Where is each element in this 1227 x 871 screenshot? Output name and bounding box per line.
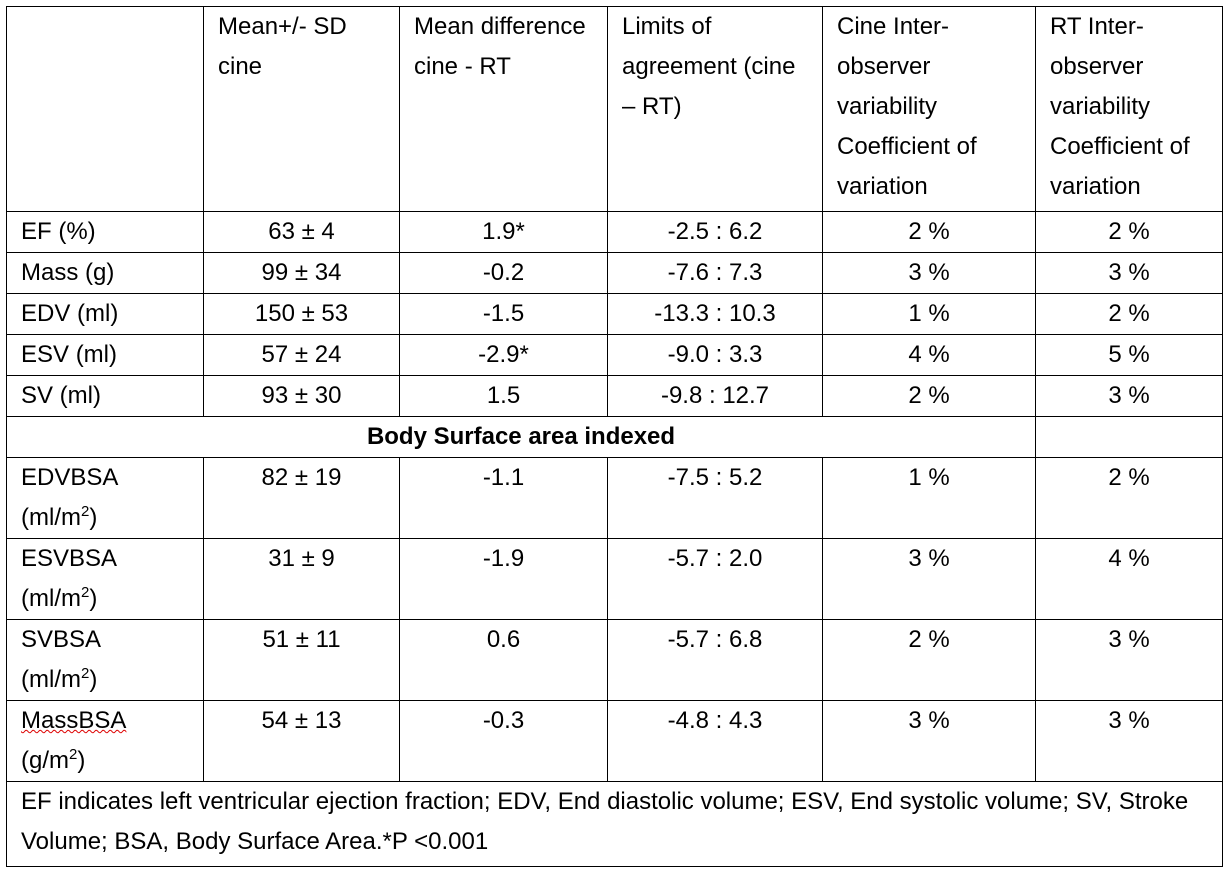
value-cell: 2 % [1035, 293, 1223, 335]
value-cell: -5.7 : 2.0 [607, 538, 823, 620]
value-cell: -1.1 [399, 457, 608, 539]
value-cell: 57 ± 24 [203, 334, 400, 376]
value-cell: 3 % [1035, 619, 1223, 701]
value-cell: -2.9* [399, 334, 608, 376]
data-row: EDV (ml) 150 ± 53 -1.5 -13.3 : 10.3 1 % 2 % [6, 293, 1223, 335]
value-cell: -0.2 [399, 252, 608, 294]
header-row: Mean+/- SD cine Mean difference cine - RT… [6, 6, 1223, 212]
section-label: Body Surface area indexed [6, 416, 1036, 458]
data-row: Mass (g) 99 ± 34 -0.2 -7.6 : 7.3 3 % 3 % [6, 252, 1223, 294]
data-row: ESVBSA (ml/m2) 31 ± 9 -1.9 -5.7 : 2.0 3 % 4 % [6, 538, 1223, 620]
row-label: EDVBSA (ml/m2) [6, 457, 204, 539]
value-cell: 5 % [1035, 334, 1223, 376]
value-cell: -7.5 : 5.2 [607, 457, 823, 539]
label-sup: 2 [69, 746, 78, 763]
row-label: SVBSA (ml/m2) [6, 619, 204, 701]
data-row: ESV (ml) 57 ± 24 -2.9* -9.0 : 3.3 4 % 5 % [6, 334, 1223, 376]
value-cell: 1 % [822, 457, 1036, 539]
empty-cell [1035, 416, 1223, 458]
value-cell: 2 % [1035, 211, 1223, 253]
value-cell: -13.3 : 10.3 [607, 293, 823, 335]
data-row: EF (%) 63 ± 4 1.9* -2.5 : 6.2 2 % 2 % [6, 211, 1223, 253]
section-row: Body Surface area indexed [6, 416, 1223, 458]
label-close: ) [89, 585, 98, 612]
header-cell: Mean+/- SD cine [203, 6, 400, 212]
label-name: SVBSA [21, 626, 102, 653]
value-cell: 4 % [1035, 538, 1223, 620]
value-cell: 99 ± 34 [203, 252, 400, 294]
header-cell: Cine Inter-observer variability Coeffici… [822, 6, 1036, 212]
footnote: EF indicates left ventricular ejection f… [6, 781, 1223, 867]
label-name: MassBSA [21, 707, 127, 734]
value-cell: 4 % [822, 334, 1036, 376]
value-cell: 51 ± 11 [203, 619, 400, 701]
table-body: Mean+/- SD cine Mean difference cine - RT… [6, 6, 1223, 867]
header-cell [6, 6, 204, 212]
row-label: ESVBSA (ml/m2) [6, 538, 204, 620]
label-unit: (ml/m [21, 585, 81, 612]
data-row: EDVBSA (ml/m2) 82 ± 19 -1.1 -7.5 : 5.2 1 % 2 % [6, 457, 1223, 539]
value-cell: -5.7 : 6.8 [607, 619, 823, 701]
row-label: SV (ml) [6, 375, 204, 417]
value-cell: 1.9* [399, 211, 608, 253]
value-cell: -1.5 [399, 293, 608, 335]
value-cell: 1.5 [399, 375, 608, 417]
label-sup: 2 [80, 584, 90, 601]
label-unit: (ml/m [21, 504, 81, 531]
value-cell: 3 % [1035, 700, 1223, 782]
label-sup: 2 [80, 665, 90, 682]
header-cell: RT Inter-observer variability Coefficien… [1035, 6, 1223, 212]
data-row: SVBSA (ml/m2) 51 ± 11 0.6 -5.7 : 6.8 2 % 3 % [6, 619, 1223, 701]
value-cell: 3 % [1035, 375, 1223, 417]
value-cell: 3 % [822, 252, 1036, 294]
value-cell: 82 ± 19 [203, 457, 400, 539]
row-label: ESV (ml) [6, 334, 204, 376]
value-cell: -4.8 : 4.3 [607, 700, 823, 782]
value-cell: 0.6 [399, 619, 608, 701]
value-cell: 2 % [822, 619, 1036, 701]
value-cell: -1.9 [399, 538, 608, 620]
row-label: Mass (g) [6, 252, 204, 294]
value-cell: 54 ± 13 [203, 700, 400, 782]
value-cell: 31 ± 9 [203, 538, 400, 620]
value-cell: -9.0 : 3.3 [607, 334, 823, 376]
data-row: MassBSA (g/m2) 54 ± 13 -0.3 -4.8 : 4.3 3 % 3 % [6, 700, 1223, 782]
value-cell: 2 % [1035, 457, 1223, 539]
value-cell: 93 ± 30 [203, 375, 400, 417]
value-cell: 3 % [1035, 252, 1223, 294]
value-cell: 2 % [822, 211, 1036, 253]
label-sup: 2 [80, 503, 90, 520]
value-cell: -0.3 [399, 700, 608, 782]
row-label: MassBSA (g/m2) [6, 700, 204, 782]
value-cell: 1 % [822, 293, 1036, 335]
value-cell: -2.5 : 6.2 [607, 211, 823, 253]
row-label: EDV (ml) [6, 293, 204, 335]
data-row: SV (ml) 93 ± 30 1.5 -9.8 : 12.7 2 % 3 % [6, 375, 1223, 417]
value-cell: 2 % [822, 375, 1036, 417]
value-cell: -9.8 : 12.7 [607, 375, 823, 417]
footnote-row: EF indicates left ventricular ejection f… [6, 781, 1223, 867]
label-close: ) [77, 747, 86, 774]
header-cell: Limits of agreement (cine – RT) [607, 6, 823, 212]
label-name: EDVBSA [21, 464, 119, 491]
label-unit: (g/m [21, 747, 69, 774]
value-cell: -7.6 : 7.3 [607, 252, 823, 294]
value-cell: 3 % [822, 538, 1036, 620]
results-table: Mean+/- SD cine Mean difference cine - RT… [6, 6, 1223, 867]
label-name: ESVBSA [21, 545, 118, 572]
value-cell: 150 ± 53 [203, 293, 400, 335]
label-close: ) [89, 504, 98, 531]
value-cell: 63 ± 4 [203, 211, 400, 253]
row-label: EF (%) [6, 211, 204, 253]
value-cell: 3 % [822, 700, 1036, 782]
label-close: ) [89, 666, 98, 693]
label-unit: (ml/m [21, 666, 81, 693]
header-cell: Mean difference cine - RT [399, 6, 608, 212]
